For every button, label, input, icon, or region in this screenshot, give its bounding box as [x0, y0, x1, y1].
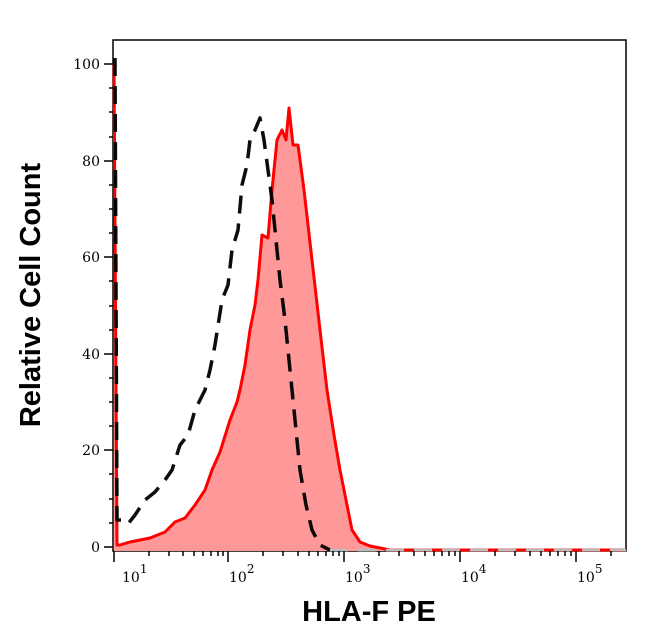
x-axis: [113, 551, 612, 562]
y-tick-label: 40: [82, 347, 100, 363]
x-tick-label: 104: [461, 562, 487, 586]
y-axis-label: Relative Cell Count: [15, 163, 47, 428]
plot-frame: [112, 39, 627, 552]
x-tick-label: 103: [345, 562, 370, 586]
y-tick-label: 80: [82, 154, 100, 170]
isotype-dashed-line: [113, 57, 331, 552]
stained-histogram-fill: [114, 64, 626, 551]
x-tick-labels: 101 102 103 104 105: [122, 562, 602, 586]
stained-histogram-line: [112, 63, 626, 552]
y-tick-labels: 0 20 40 60 80 100: [73, 57, 100, 556]
y-axis: [104, 63, 113, 548]
x-tick-label: 102: [229, 562, 254, 586]
y-tick-label: 100: [73, 57, 100, 73]
y-tick-label: 20: [82, 443, 100, 459]
x-tick-label: 101: [122, 562, 147, 586]
y-tick-label: 0: [91, 540, 100, 556]
x-axis-label: HLA-F PE: [302, 596, 436, 628]
y-tick-label: 60: [82, 250, 100, 266]
x-tick-label: 105: [577, 562, 602, 586]
